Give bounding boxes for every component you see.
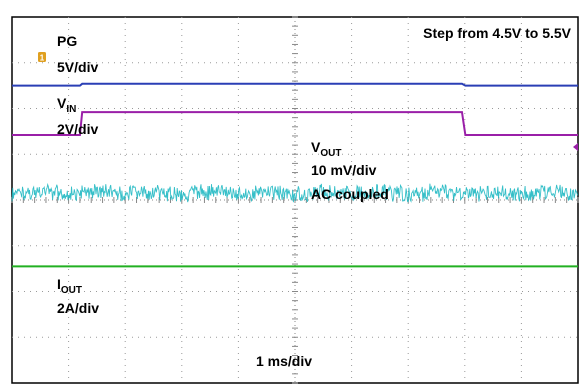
- chart-title: Step from 4.5V to 5.5V: [423, 25, 571, 41]
- traces: [11, 82, 579, 268]
- vin-scale: 2V/div: [57, 121, 98, 137]
- vin-label: VIN: [57, 95, 76, 115]
- vin-label-sub: IN: [66, 104, 76, 115]
- vin-trace: [12, 111, 578, 137]
- iout-label-sub: OUT: [61, 285, 82, 296]
- vout-label-main: V: [311, 139, 321, 155]
- channel-3-marker-icon: [573, 143, 578, 151]
- iout-scale: 2A/div: [57, 300, 99, 316]
- iout-label-main: I: [57, 276, 61, 292]
- vout-scale: 10 mV/div: [311, 162, 377, 178]
- vout-trace: [11, 182, 579, 203]
- pg-label: PG: [57, 33, 77, 49]
- pg-scale: 5V/div: [57, 59, 98, 75]
- grid: [11, 16, 579, 384]
- vout-coupling: AC coupled: [311, 186, 389, 202]
- svg-text:1: 1: [40, 54, 45, 63]
- vout-label: VOUT: [311, 139, 341, 159]
- pg-trace: [12, 82, 578, 87]
- channel-1-marker-icon: 1: [38, 52, 46, 63]
- vin-label-main: V: [57, 95, 67, 111]
- vout-label-sub: OUT: [320, 148, 341, 159]
- iout-label: IOUT: [57, 276, 82, 296]
- time-scale-label: 1 ms/div: [256, 353, 312, 369]
